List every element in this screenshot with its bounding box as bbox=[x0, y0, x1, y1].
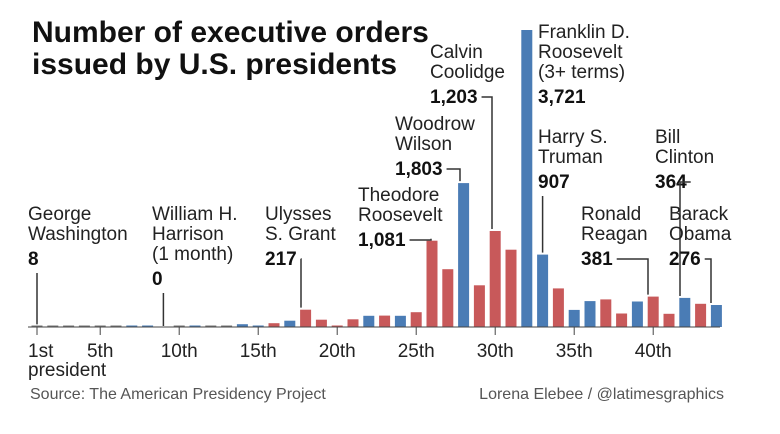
annotation-name-line: William H. bbox=[152, 204, 238, 225]
x-tick-sublabel: president bbox=[28, 360, 107, 381]
annotation-leader-line bbox=[705, 259, 711, 303]
x-tick-label-5: 5th bbox=[87, 341, 113, 362]
bar-president-17 bbox=[284, 321, 295, 327]
bar-president-21 bbox=[348, 319, 359, 327]
bar-president-43 bbox=[695, 304, 706, 327]
x-axis-ticks: 1st 5th 10th 15th 20th 25th 30th 35th 40th presid… bbox=[28, 327, 672, 381]
annotation-name-line: Obama bbox=[669, 224, 732, 245]
annotation-name-line: Franklin D. bbox=[538, 22, 630, 43]
annotation-name-line: Theodore bbox=[358, 185, 439, 206]
chart-title-line-1: Number of executive orders bbox=[32, 16, 429, 49]
annotation-value: 276 bbox=[669, 249, 701, 270]
annotation-name-line: Roosevelt bbox=[358, 205, 443, 226]
bar-president-33 bbox=[537, 255, 548, 327]
bar-president-24 bbox=[395, 316, 406, 327]
bar-president-35 bbox=[569, 310, 580, 327]
bar-president-36 bbox=[585, 301, 596, 327]
bar-president-32 bbox=[521, 30, 532, 327]
annotation-name-line: Washington bbox=[28, 224, 128, 245]
annotation-name-line: Bill bbox=[655, 127, 680, 148]
bar-president-37 bbox=[600, 299, 611, 327]
annotation-name-line: Harry S. bbox=[538, 127, 608, 148]
x-tick-label-35: 35th bbox=[556, 341, 593, 362]
annotation-value: 381 bbox=[581, 249, 613, 270]
annotation-name-line: Ronald bbox=[581, 204, 641, 225]
x-tick-label-20: 20th bbox=[319, 341, 356, 362]
x-tick-label-25: 25th bbox=[398, 341, 435, 362]
bar-president-41 bbox=[664, 314, 675, 327]
annotation-leader-line bbox=[617, 259, 648, 295]
annotation-name-line: S. Grant bbox=[265, 224, 336, 245]
bar-president-28 bbox=[458, 183, 469, 327]
bar-president-30 bbox=[490, 231, 501, 327]
bar-president-31 bbox=[506, 250, 517, 327]
x-tick-label-40: 40th bbox=[635, 341, 672, 362]
x-tick-label-15: 15th bbox=[240, 341, 277, 362]
annotation-value: 1,081 bbox=[358, 230, 406, 251]
annotation-name-line: Ulysses bbox=[265, 204, 332, 225]
annotation-name-line: Truman bbox=[538, 147, 603, 168]
annotation-name-line: Woodrow bbox=[395, 114, 475, 135]
annotation-name-line: George bbox=[28, 204, 91, 225]
bar-president-26 bbox=[427, 241, 438, 327]
annotation-name-line: Reagan bbox=[581, 224, 648, 245]
annotation-leader-line bbox=[410, 239, 431, 240]
credit-note: Lorena Elebee / @latimesgraphics bbox=[479, 386, 724, 403]
bar-president-23 bbox=[379, 316, 390, 327]
bar-president-42 bbox=[679, 298, 690, 327]
annotation-president-9: William H.Harrison(1 month) 0 bbox=[152, 204, 238, 326]
chart-title-line-2: issued by U.S. presidents bbox=[32, 48, 397, 81]
annotation-name-line: Roosevelt bbox=[538, 42, 623, 63]
x-tick-label-1: 1st bbox=[28, 341, 54, 362]
annotation-name-line: Barack bbox=[669, 204, 729, 225]
annotation-value: 907 bbox=[538, 172, 570, 193]
bar-president-27 bbox=[442, 269, 453, 327]
bar-president-22 bbox=[363, 316, 374, 327]
bar-president-18 bbox=[300, 310, 311, 327]
bar-president-38 bbox=[616, 314, 627, 328]
x-tick-label-30: 30th bbox=[477, 341, 514, 362]
annotation-leader-line bbox=[482, 97, 492, 229]
annotation-president-32: Franklin D.Roosevelt(3+ terms) 3,721 bbox=[538, 22, 630, 108]
x-tick-label-10: 10th bbox=[161, 341, 198, 362]
bar-president-44 bbox=[711, 305, 722, 327]
bar-president-40 bbox=[648, 297, 659, 327]
annotation-value: 1,803 bbox=[395, 159, 443, 180]
bar-president-16 bbox=[269, 323, 280, 327]
annotation-name-line: Coolidge bbox=[430, 62, 505, 83]
annotation-value: 3,721 bbox=[538, 87, 586, 108]
annotation-name-line: (3+ terms) bbox=[538, 62, 625, 83]
bar-president-19 bbox=[316, 320, 327, 327]
source-note: Source: The American Presidency Project bbox=[30, 386, 326, 403]
annotation-name-line: Calvin bbox=[430, 42, 483, 63]
annotation-leader-line bbox=[447, 169, 460, 181]
annotation-name-line: Harrison bbox=[152, 224, 224, 245]
annotation-name-line: Wilson bbox=[395, 134, 452, 155]
bar-president-29 bbox=[474, 285, 485, 327]
bar-president-34 bbox=[553, 288, 564, 327]
annotation-name-line: Clinton bbox=[655, 147, 714, 168]
annotation-value: 8 bbox=[28, 249, 39, 270]
annotation-value: 0 bbox=[152, 269, 163, 290]
bar-president-25 bbox=[411, 312, 422, 327]
annotation-value: 1,203 bbox=[430, 87, 478, 108]
annotation-name-line: (1 month) bbox=[152, 244, 233, 265]
annotation-value: 217 bbox=[265, 249, 297, 270]
bar-president-39 bbox=[632, 302, 643, 328]
